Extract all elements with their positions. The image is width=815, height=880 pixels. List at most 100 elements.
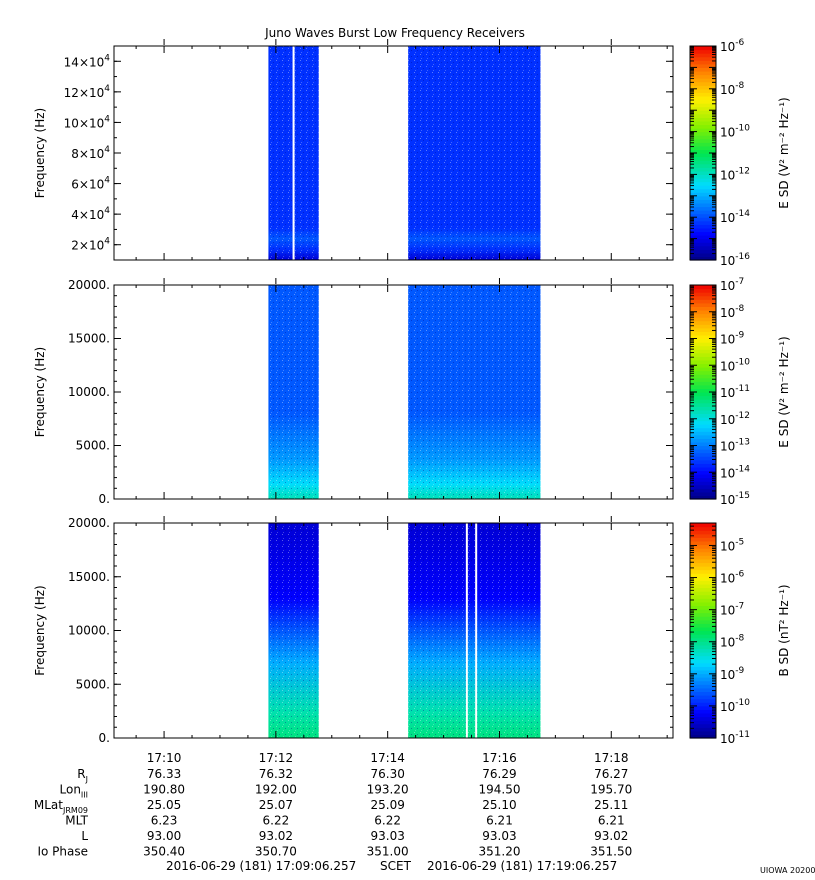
- colorbar-cell: [690, 544, 716, 549]
- colorbar-cell: [690, 666, 716, 671]
- noise-texture: [268, 523, 319, 738]
- colorbar-cell: [690, 381, 716, 386]
- colorbar-cell: [690, 252, 716, 258]
- colorbar-cell: [690, 530, 716, 535]
- colorbar-cell: [690, 695, 716, 700]
- y-tick-label: 0.: [99, 731, 110, 745]
- colorbar-cell: [690, 626, 716, 632]
- colorbar-tick-label: 10-8: [720, 81, 745, 97]
- colorbar-cell: [690, 135, 716, 140]
- colorbar-cell: [690, 526, 716, 531]
- colorbar-cell: [690, 402, 716, 407]
- y-tick-label: 6×104: [71, 176, 110, 192]
- colorbar-cell: [690, 313, 716, 318]
- ephemeris-value: 350.40: [143, 845, 185, 859]
- ephemeris-label: LonIII: [60, 783, 89, 800]
- colorbar-cell: [690, 363, 716, 368]
- colorbar-cell: [690, 452, 716, 457]
- colorbar-cell: [690, 420, 716, 425]
- ephemeris-value: 195.70: [590, 783, 632, 797]
- colorbar-cell: [690, 128, 716, 133]
- colorbar-cell: [690, 477, 716, 482]
- colorbar-cell: [690, 716, 716, 721]
- colorbar-cell: [690, 409, 716, 414]
- colorbar-cell: [690, 170, 716, 175]
- colorbar-cell: [690, 374, 716, 379]
- colorbar-cell: [690, 217, 716, 222]
- ephemeris-value: 351.20: [478, 845, 520, 859]
- colorbar-cell: [690, 470, 716, 475]
- y-tick-label: 15000.: [68, 332, 110, 346]
- colorbar-cell: [690, 612, 716, 617]
- ephemeris-value: 351.00: [367, 845, 409, 859]
- colorbar-tick-label: 10-9: [720, 331, 745, 347]
- ephemeris-label: L: [81, 829, 88, 843]
- plot-frame: [113, 284, 674, 500]
- colorbar-cell: [690, 92, 716, 97]
- colorbar-cell: [690, 85, 716, 90]
- colorbar-cell: [690, 727, 716, 732]
- ephemeris-value: 6.22: [374, 814, 401, 828]
- colorbar-cell: [690, 227, 716, 233]
- colorbar-cell: [690, 88, 716, 93]
- colorbar-cell: [690, 120, 716, 126]
- colorbar-cell: [690, 566, 716, 571]
- colorbar-cell: [690, 95, 716, 101]
- colorbar-cell: [690, 367, 716, 372]
- colorbar-cell: [690, 687, 716, 693]
- colorbar-tick-label: 10-10: [720, 698, 750, 714]
- y-axis-label: Frequency (Hz): [33, 108, 47, 199]
- colorbar-frame: [689, 522, 717, 739]
- y-tick-label: 10×104: [64, 114, 111, 130]
- colorbar-cell: [690, 213, 716, 218]
- colorbar-cell: [690, 698, 716, 703]
- colorbar-cell: [690, 177, 716, 183]
- colorbar-cell: [690, 388, 716, 393]
- colorbar-cell: [690, 306, 716, 311]
- colorbar-tick-label: 10-12: [720, 166, 750, 182]
- colorbar-cell: [690, 609, 716, 614]
- colorbar-cell: [690, 413, 716, 418]
- ephemeris-value: 93.02: [259, 829, 293, 843]
- colorbar-cell: [690, 630, 716, 635]
- ephemeris-value: 25.09: [370, 798, 404, 812]
- colorbar-cell: [690, 495, 716, 500]
- colorbar-cell: [690, 231, 716, 236]
- colorbar-cell: [690, 356, 716, 361]
- y-tick-label: 5000.: [76, 677, 110, 691]
- colorbar-cell: [690, 540, 716, 546]
- ephemeris-value: 190.80: [143, 783, 185, 797]
- colorbar-cell: [690, 185, 716, 190]
- colorbar-cell: [690, 406, 716, 411]
- ephemeris-value: 6.21: [486, 814, 513, 828]
- colorbar-cell: [690, 474, 716, 479]
- colorbar-cell: [690, 723, 716, 728]
- colorbar-cell: [690, 46, 716, 51]
- colorbar-cell: [690, 153, 716, 158]
- colorbar-cell: [690, 370, 716, 375]
- y-tick-label: 10000.: [68, 385, 110, 399]
- spectrogram-panel-2: 20000. 15000. 10000. 5000. 0. Frequency (Hz) 1…: [33, 277, 791, 507]
- colorbar-cell: [690, 548, 716, 553]
- colorbar-cell: [690, 163, 716, 168]
- colorbar-cell: [690, 138, 716, 143]
- colorbar-cell: [690, 67, 716, 72]
- colorbar-cell: [690, 456, 716, 461]
- colorbar-cell: [690, 288, 716, 293]
- colorbar-cell: [690, 634, 716, 639]
- ephemeris-value: 6.21: [598, 814, 625, 828]
- noise-texture: [268, 285, 319, 499]
- colorbar-cell: [690, 106, 716, 111]
- ephemeris-label: RJ: [77, 767, 88, 784]
- colorbar-cell: [690, 245, 716, 250]
- ephemeris-value: 6.23: [151, 814, 178, 828]
- ephemeris-value: 76.27: [594, 767, 628, 781]
- colorbar-cell: [690, 705, 716, 710]
- colorbar-cell: [690, 192, 716, 197]
- ephemeris-label: MLatJRM09: [34, 798, 88, 815]
- colorbar-cell: [690, 616, 716, 621]
- colorbar-cell: [690, 583, 716, 589]
- data-gap: [465, 523, 468, 738]
- colorbar-cell: [690, 81, 716, 86]
